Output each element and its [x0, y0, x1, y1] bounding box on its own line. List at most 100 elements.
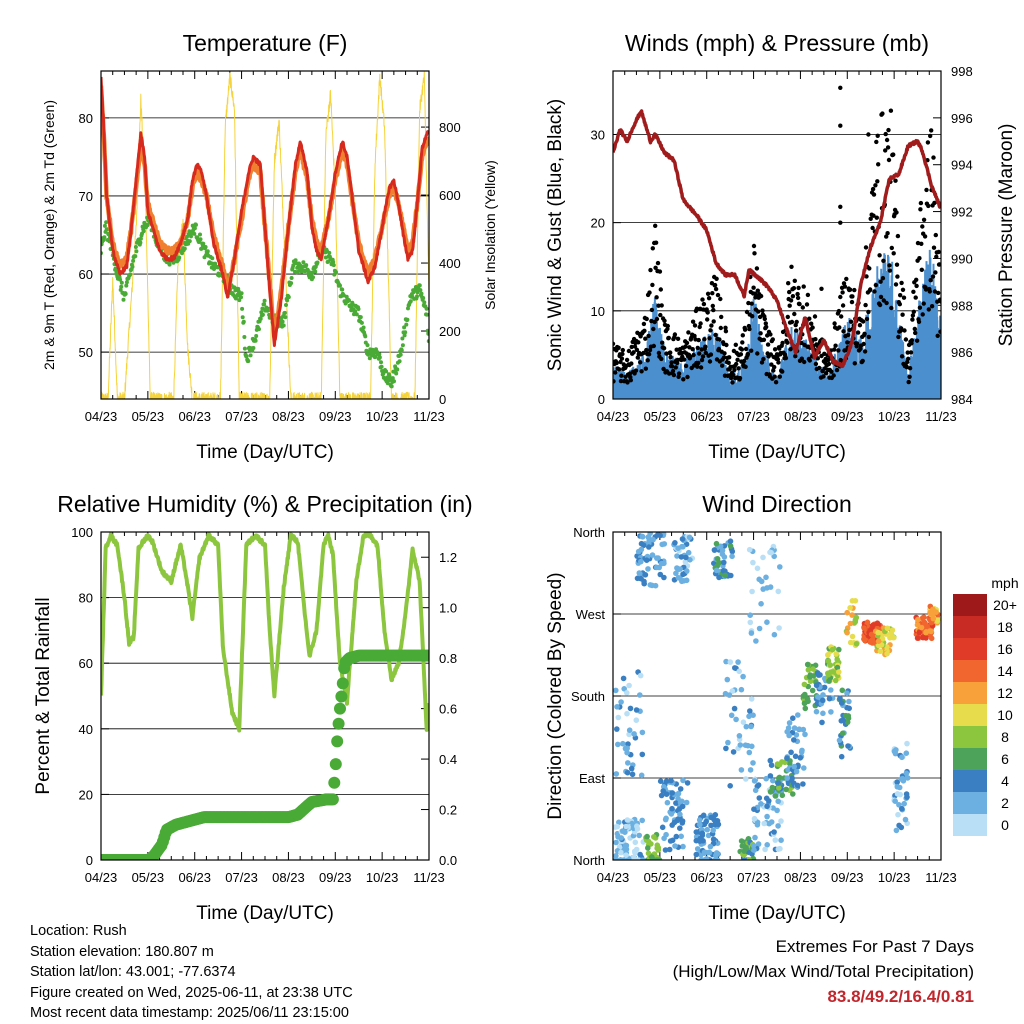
gust-point — [645, 358, 650, 363]
direction-point — [729, 548, 736, 555]
dewpoint-point — [177, 255, 182, 260]
gust-point — [694, 306, 700, 311]
direction-point — [677, 566, 683, 572]
direction-point — [738, 686, 745, 693]
gust-point — [723, 325, 728, 330]
direction-point — [825, 658, 832, 664]
direction-point — [844, 609, 850, 616]
gust-point — [907, 374, 912, 379]
gust-point — [750, 314, 755, 319]
gust-point — [695, 364, 700, 369]
direction-point — [746, 857, 753, 860]
direction-point — [720, 568, 727, 574]
y2-tick-label: 996 — [951, 111, 973, 126]
gust-point — [912, 326, 917, 332]
gust-point — [683, 363, 689, 369]
direction-point — [763, 795, 770, 802]
gust-point — [669, 360, 674, 365]
direction-point — [684, 568, 690, 574]
gust-point — [860, 358, 865, 364]
gust-point — [638, 360, 643, 365]
direction-point — [894, 779, 900, 785]
gust-point — [697, 324, 702, 330]
direction-point — [715, 821, 722, 828]
colorbar-label: 14 — [997, 663, 1013, 679]
direction-point — [661, 835, 667, 842]
y2-tick-label: 990 — [951, 251, 973, 266]
gust-point — [871, 213, 876, 218]
dewpoint-point — [354, 312, 359, 317]
direction-point — [896, 822, 902, 829]
gust-point — [643, 366, 648, 371]
direction-point — [626, 727, 633, 733]
y2-tick-label: 800 — [439, 120, 461, 135]
direction-point — [746, 749, 753, 756]
direction-point — [898, 776, 905, 782]
direction-point — [673, 570, 679, 577]
gust-point — [932, 200, 937, 206]
gust-point — [669, 364, 675, 369]
dewpoint-point — [201, 241, 206, 246]
direction-point — [902, 816, 909, 823]
dewpoint-point — [384, 369, 389, 374]
gust-point — [914, 283, 919, 289]
gust-point — [723, 329, 729, 334]
direction-point — [820, 692, 826, 698]
direction-point — [624, 769, 631, 776]
direction-point — [836, 737, 843, 744]
direction-point — [675, 545, 681, 551]
gust-point — [722, 351, 727, 356]
gust-point — [864, 274, 869, 279]
direction-point — [658, 792, 665, 799]
gust-point — [796, 285, 801, 291]
gust-point — [618, 378, 624, 384]
gust-point — [920, 224, 925, 229]
direction-point — [613, 687, 619, 694]
direction-point — [664, 799, 671, 806]
gust-point — [690, 319, 696, 324]
direction-point — [764, 619, 770, 625]
direction-point — [767, 773, 774, 779]
gust-point — [666, 335, 671, 341]
direction-point — [799, 747, 805, 754]
direction-point — [662, 847, 669, 853]
gust-point — [651, 343, 656, 349]
gust-point — [891, 152, 896, 157]
direction-point — [743, 723, 750, 730]
dewpoint-point — [415, 290, 420, 295]
gust-point — [696, 337, 701, 343]
gust-point — [800, 305, 805, 310]
gust-point — [635, 355, 640, 360]
gust-point — [836, 308, 842, 314]
direction-point — [683, 554, 689, 561]
direction-point — [613, 839, 619, 846]
x-tick-label: 08/23 — [784, 409, 817, 424]
gust-point — [899, 326, 904, 331]
direction-point — [729, 688, 736, 694]
gust-point — [616, 367, 622, 372]
direction-point — [862, 637, 868, 644]
gust-point — [842, 284, 848, 289]
dewpoint-point — [189, 234, 193, 239]
gust-point — [658, 312, 663, 318]
gust-point — [650, 282, 655, 288]
direction-point — [797, 755, 804, 761]
direction-point — [775, 780, 781, 786]
direction-point — [853, 641, 860, 647]
direction-point — [713, 852, 719, 859]
dewpoint-point — [192, 231, 197, 236]
gust-point — [884, 137, 890, 143]
direction-point — [663, 778, 670, 784]
direction-point — [636, 832, 642, 839]
direction-point — [661, 784, 667, 790]
dewpoint-point — [128, 272, 133, 277]
gust-point — [653, 240, 659, 245]
direction-point — [753, 638, 759, 644]
gust-point — [883, 148, 888, 153]
gust-point — [709, 323, 714, 328]
direction-point — [844, 629, 850, 636]
plot-area — [101, 532, 429, 860]
x-tick-label: 07/23 — [737, 870, 770, 885]
direction-point — [645, 845, 651, 851]
gust-point — [717, 337, 722, 342]
